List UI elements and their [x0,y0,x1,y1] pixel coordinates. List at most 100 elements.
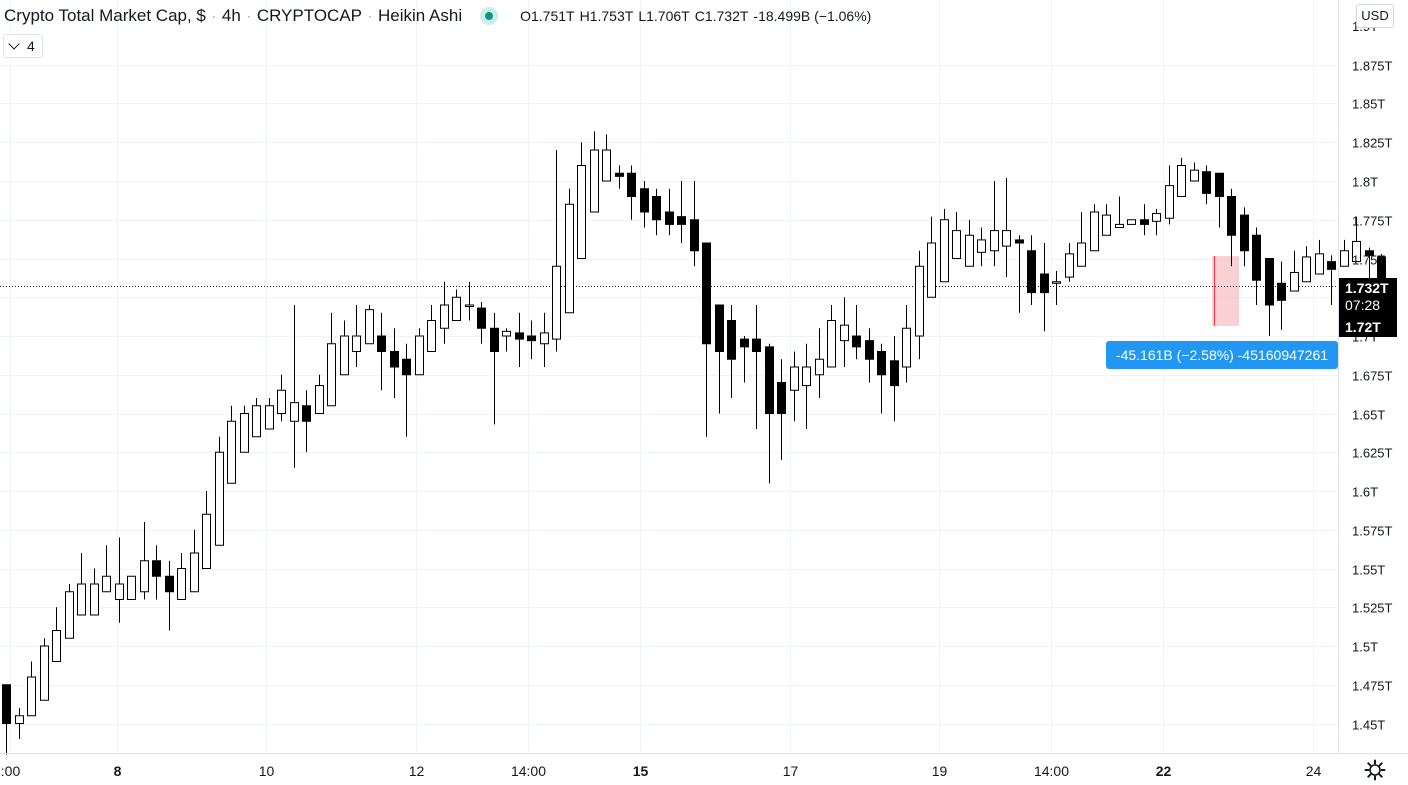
candle[interactable] [590,131,599,213]
candle[interactable] [1115,196,1124,228]
candle[interactable] [1127,219,1136,225]
candle[interactable] [490,312,499,425]
candle[interactable] [627,165,636,220]
candle[interactable] [1277,261,1286,330]
candle[interactable] [27,661,36,717]
candle[interactable] [302,390,311,453]
candle[interactable] [127,575,136,600]
candle[interactable] [1227,188,1236,267]
indicators-collapse-button[interactable]: 4 [3,34,43,58]
candle[interactable] [502,328,511,352]
candle[interactable] [890,336,899,422]
candle[interactable] [1302,246,1311,283]
candle[interactable] [602,134,611,182]
candle[interactable] [1265,258,1274,337]
candle[interactable] [565,188,574,314]
candle[interactable] [290,305,299,468]
candle[interactable] [515,312,524,367]
candle[interactable] [615,165,624,189]
candle[interactable] [1177,157,1186,197]
candle[interactable] [1027,235,1036,305]
candle[interactable] [477,301,486,344]
candle[interactable] [340,320,349,376]
candle[interactable] [940,208,949,283]
candle[interactable] [1365,247,1374,279]
candle[interactable] [1090,204,1099,252]
candle[interactable] [765,343,774,484]
candle[interactable] [365,305,374,345]
candle[interactable] [1252,227,1261,306]
candle[interactable] [640,181,649,228]
candle[interactable] [115,537,124,623]
candle[interactable] [702,242,711,437]
candle[interactable] [802,343,811,429]
candle[interactable] [902,305,911,383]
candle[interactable] [1315,239,1324,275]
candle[interactable] [527,320,536,360]
candle[interactable] [1052,270,1061,305]
candle[interactable] [152,545,161,600]
candle[interactable] [77,553,86,616]
candle[interactable] [452,289,461,321]
candle[interactable] [952,212,961,260]
candle[interactable] [915,250,924,360]
time-axis[interactable]: :00 8 10 12 14:00 15 17 19 14:00 22 24 [1,763,1322,779]
candle[interactable] [1215,172,1224,228]
candle[interactable] [677,181,686,243]
candle[interactable] [865,328,874,383]
candle[interactable] [65,584,74,639]
candle[interactable] [1327,255,1336,305]
candle[interactable] [327,312,336,407]
candle[interactable] [652,188,661,236]
candle[interactable] [965,219,974,267]
candle[interactable] [1015,235,1024,313]
candle[interactable] [415,328,424,376]
gear-icon[interactable] [1362,757,1388,783]
candle[interactable] [777,359,786,460]
candle[interactable] [227,405,236,484]
candle[interactable] [352,305,361,367]
candle[interactable] [665,188,674,236]
candle[interactable] [177,553,186,600]
interval-label[interactable]: 4h [221,6,241,25]
candle[interactable] [1190,162,1199,182]
candle[interactable] [265,398,274,430]
candle[interactable] [215,436,224,546]
candle[interactable] [277,374,286,422]
candle[interactable] [927,216,936,298]
candle[interactable] [1202,165,1211,205]
candle[interactable] [990,181,999,267]
candle[interactable] [90,568,99,616]
candle[interactable] [390,328,399,398]
currency-button[interactable]: USD [1356,4,1394,28]
candle[interactable] [1065,243,1074,282]
candle[interactable] [315,374,324,415]
candle[interactable] [977,227,986,267]
candle[interactable] [252,398,261,438]
candle[interactable] [240,405,249,453]
candle[interactable] [727,305,736,398]
candle[interactable] [52,607,61,662]
candle[interactable] [1165,165,1174,225]
candle[interactable] [715,304,724,414]
candle[interactable] [190,529,199,593]
candle[interactable] [1152,208,1161,236]
candle[interactable] [1102,204,1111,236]
measure-range-box[interactable] [1212,256,1239,326]
candle[interactable] [827,305,836,368]
candle[interactable] [427,305,436,352]
candle[interactable] [402,343,411,437]
candle[interactable] [752,305,761,429]
candle[interactable] [465,281,474,321]
candle[interactable] [1077,212,1086,267]
candle[interactable] [852,305,861,360]
candle[interactable] [377,312,386,391]
market-status-icon[interactable] [480,7,499,25]
candle[interactable] [1040,243,1049,332]
candle[interactable] [540,312,549,367]
symbol-title[interactable]: Crypto Total Market Cap, $ [4,6,206,25]
candle[interactable] [552,150,561,352]
candle[interactable] [1352,216,1361,263]
price-axis[interactable]: 1.875T1.85T1.825T1.8T1.775T1.75T1.725T1.… [1352,19,1393,733]
